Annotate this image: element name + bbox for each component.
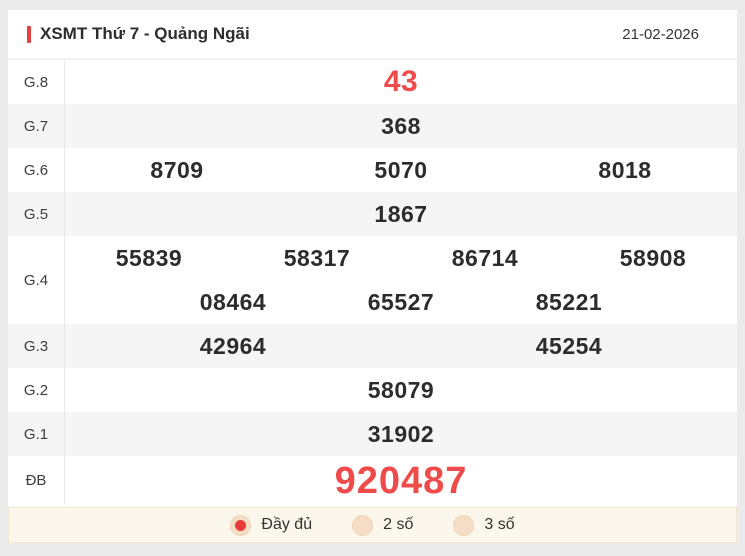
page-title: XSMT Thứ 7 - Quảng Ngãi (40, 24, 250, 43)
prize-number: 58317 (283, 244, 351, 271)
prize-number: 43 (383, 65, 419, 98)
prize-number: 86714 (451, 244, 519, 271)
radio-label: 2 số (383, 516, 414, 533)
prize-values-g4: 55839 58317 86714 58908 08464 65527 85221 (65, 236, 737, 324)
prize-values-g8: 43 (65, 60, 737, 104)
radio-unselected-icon[interactable] (352, 514, 374, 536)
prize-line: 08464 65527 85221 (65, 280, 737, 324)
prize-values-g7: 368 (65, 104, 737, 148)
prize-number: 31902 (367, 420, 435, 447)
prize-row-g5: G.5 1867 (8, 192, 737, 236)
prize-label-b: ĐB (8, 456, 65, 505)
prize-number: 5070 (374, 156, 428, 183)
lottery-result-card: XSMT Thứ 7 - Quảng Ngãi 21-02-2026 G.8 43… (8, 10, 737, 543)
display-option-2-so[interactable]: 2 số (352, 514, 414, 536)
prize-number: 45254 (535, 332, 603, 359)
prize-number: 42964 (199, 332, 267, 359)
prize-line: 31902 (65, 412, 737, 456)
radio-label: Đầy đủ (261, 516, 313, 533)
prize-row-g2: G.2 58079 (8, 368, 737, 412)
prize-number: 920487 (334, 459, 468, 502)
prize-number: 55839 (115, 244, 183, 271)
radio-unselected-icon[interactable] (453, 514, 475, 536)
prize-row-g8: G.8 43 (8, 60, 737, 104)
prize-label-g1: G.1 (8, 412, 65, 456)
prize-label-g4: G.4 (8, 236, 65, 324)
prize-line: 1867 (65, 192, 737, 236)
prize-values-g1: 31902 (65, 412, 737, 456)
radio-selected-icon[interactable] (230, 514, 252, 536)
prize-values-b: 920487 (65, 456, 737, 505)
prize-label-g7: G.7 (8, 104, 65, 148)
result-header: XSMT Thứ 7 - Quảng Ngãi 21-02-2026 (8, 10, 737, 60)
prize-line: 58079 (65, 368, 737, 412)
title-accent-bar (27, 25, 31, 43)
prize-values-g5: 1867 (65, 192, 737, 236)
display-option-3-so[interactable]: 3 số (453, 514, 515, 536)
prize-label-g5: G.5 (8, 192, 65, 236)
prize-line: 8709 5070 8018 (65, 148, 737, 192)
radio-label: 3 số (484, 516, 515, 533)
prize-number: 08464 (199, 288, 267, 315)
prize-label-g6: G.6 (8, 148, 65, 192)
prize-label-g2: G.2 (8, 368, 65, 412)
prize-number: 1867 (374, 200, 428, 227)
prize-number: 8018 (598, 156, 652, 183)
prize-line: 42964 45254 (65, 324, 737, 368)
prize-line: 55839 58317 86714 58908 (65, 236, 737, 280)
prize-number: 8709 (150, 156, 204, 183)
prize-table: G.8 43 G.7 368 G.6 8709 5070 8018 G.5 1867 G.4 5583… (8, 60, 737, 505)
prize-values-g2: 58079 (65, 368, 737, 412)
prize-row-g3: G.3 42964 45254 (8, 324, 737, 368)
prize-row-b: ĐB 920487 (8, 456, 737, 505)
display-option--ay-u[interactable]: Đầy đủ (230, 514, 313, 536)
prize-row-g7: G.7 368 (8, 104, 737, 148)
prize-number: 65527 (367, 288, 435, 315)
prize-row-g6: G.6 8709 5070 8018 (8, 148, 737, 192)
prize-number: 58908 (619, 244, 687, 271)
prize-number: 368 (381, 112, 421, 139)
prize-values-g6: 8709 5070 8018 (65, 148, 737, 192)
prize-line: 43 (65, 60, 737, 104)
prize-label-g3: G.3 (8, 324, 65, 368)
prize-row-g4: G.4 55839 58317 86714 58908 08464 65527 85221 (8, 236, 737, 324)
prize-number: 85221 (535, 288, 603, 315)
prize-number: 58079 (367, 376, 435, 403)
draw-date: 21-02-2026 (622, 25, 699, 43)
prize-row-g1: G.1 31902 (8, 412, 737, 456)
display-mode-options: Đầy đủ 2 số 3 số (8, 507, 737, 543)
title-wrap: XSMT Thứ 7 - Quảng Ngãi (27, 24, 250, 44)
prize-line: 368 (65, 104, 737, 148)
prize-values-g3: 42964 45254 (65, 324, 737, 368)
prize-line: 920487 (65, 456, 737, 505)
prize-label-g8: G.8 (8, 60, 65, 104)
